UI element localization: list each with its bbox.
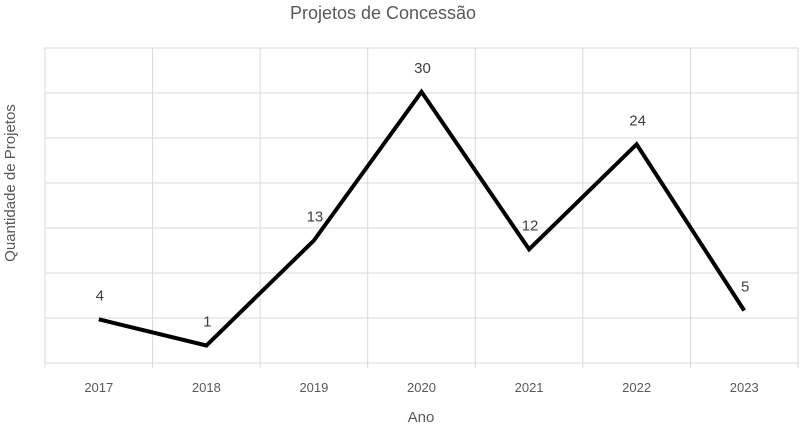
x-tick-label: 2017 (84, 380, 113, 395)
x-tick-label: 2021 (515, 380, 544, 395)
data-label: 5 (741, 279, 749, 296)
data-label: 13 (307, 209, 324, 226)
series-group (98, 88, 746, 348)
data-label: 4 (96, 287, 104, 304)
x-tick-label: 2023 (730, 380, 759, 395)
x-tick-label: 2022 (622, 380, 651, 395)
chart-title: Projetos de Concessão (290, 3, 476, 23)
x-tick-labels: 2017 2018 2019 2020 2021 2022 2023 (84, 380, 758, 395)
x-axis (44, 362, 799, 368)
y-axis-title: Quantidade de Projetos (2, 104, 19, 262)
series-line (98, 88, 746, 348)
gridlines (44, 47, 799, 364)
data-label: 1 (203, 314, 211, 331)
x-axis-title: Ano (408, 409, 435, 425)
data-label: 24 (629, 112, 646, 129)
data-label: 12 (522, 217, 539, 234)
x-tick-label: 2018 (192, 380, 221, 395)
x-tick-label: 2020 (407, 380, 436, 395)
data-label: 30 (414, 60, 431, 77)
x-tick-label: 2019 (299, 380, 328, 395)
data-labels: 4 1 13 30 12 24 5 (96, 60, 750, 331)
